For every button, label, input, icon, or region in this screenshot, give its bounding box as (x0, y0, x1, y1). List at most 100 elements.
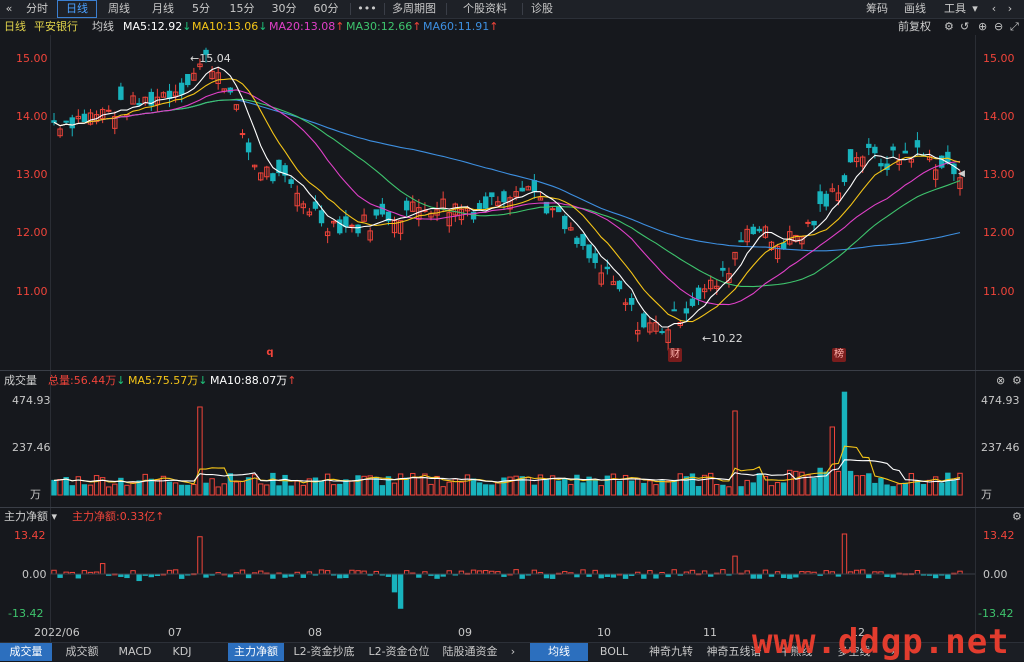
tab-bull-bear[interactable]: 牛熊线 (779, 645, 813, 658)
flow-bar (653, 573, 659, 579)
flow-bar (762, 569, 769, 575)
flow-bar (391, 573, 398, 593)
tab-magic-five[interactable]: 神奇五线谱 (706, 645, 762, 658)
flow-bar (337, 573, 343, 579)
tab-macd[interactable]: MACD (118, 645, 152, 658)
tab-l2-position[interactable]: L2-资金仓位 (368, 645, 430, 658)
candle-body (209, 70, 215, 80)
tab-30min[interactable]: 30分 (271, 2, 297, 15)
tab-5min[interactable]: 5分 (192, 2, 210, 15)
chevron-right-icon[interactable]: › (890, 645, 896, 658)
zoom-in-icon[interactable]: ⊕ (978, 20, 988, 33)
date-tick: 10 (597, 626, 611, 639)
chip-button[interactable]: 筹码 (866, 2, 888, 15)
settings-icon[interactable]: ⚙ (944, 20, 954, 33)
flow-bar (343, 573, 349, 579)
flow-bar (349, 569, 355, 575)
divider (446, 3, 447, 15)
ma30-value: MA30:12.66↑ (346, 20, 422, 33)
chevron-right-icon[interactable]: › (1007, 2, 1013, 15)
volume-bar (507, 476, 513, 496)
flow-bar (671, 569, 677, 575)
candle-body (701, 288, 708, 293)
volume-bar (422, 473, 428, 496)
price-tick: 15.00 (16, 52, 48, 65)
candle-body (707, 279, 714, 290)
volume-bar (349, 480, 355, 496)
flow-bar (99, 563, 106, 575)
gear-icon[interactable]: ⚙ (1012, 374, 1022, 387)
candle-body (446, 212, 452, 227)
candle-body (568, 227, 574, 231)
flow-bar (403, 570, 410, 575)
tab-long-short[interactable]: 多空线 (837, 645, 871, 658)
stock-info-button[interactable]: 个股资料 (463, 2, 507, 15)
candle-body (397, 220, 404, 234)
flow-bar (324, 570, 331, 575)
flow-title[interactable]: 主力净额 ▾ (4, 510, 58, 523)
tab-l2-bottom[interactable]: L2-资金抄底 (293, 645, 355, 658)
volume-bar (853, 475, 860, 496)
flow-bar (853, 569, 860, 575)
gear-icon[interactable]: ⚙ (1012, 510, 1022, 523)
tab-15min[interactable]: 15分 (229, 2, 255, 15)
volume-bar (811, 477, 817, 496)
volume-bar (914, 480, 921, 496)
draw-line-button[interactable]: 画线 (904, 2, 926, 15)
tab-magic-nine[interactable]: 神奇九转 (649, 645, 693, 658)
candle-body (628, 297, 635, 305)
diagnose-button[interactable]: 诊股 (531, 2, 553, 15)
volume-bar (209, 478, 215, 496)
tools-button[interactable]: 工具 (944, 2, 966, 15)
tab-ma[interactable]: 均线 (530, 643, 588, 661)
flow-bar (756, 573, 763, 579)
tab-monthly[interactable]: 月线 (152, 2, 174, 15)
more-periods-button[interactable]: ••• (357, 2, 377, 15)
tab-northbound[interactable]: 陆股通资金 (442, 645, 498, 658)
tab-boll[interactable]: BOLL (599, 645, 629, 658)
tab-turnover[interactable]: 成交额 (65, 645, 99, 658)
chevron-right-icon[interactable]: › (510, 645, 516, 658)
candle-body (817, 191, 823, 205)
multi-period-button[interactable]: 多周期图 (392, 2, 436, 15)
flow-bar (513, 569, 519, 575)
tab-daily[interactable]: 日线 (57, 0, 97, 18)
ranking-marker[interactable]: 榜 (832, 348, 846, 362)
candle-body (239, 133, 246, 136)
tab-volume[interactable]: 成交量 (0, 643, 52, 661)
panel-divider (0, 370, 1024, 371)
adjust-dropdown[interactable]: 前复权 (898, 20, 931, 33)
tab-kdj[interactable]: KDJ (172, 645, 192, 658)
flow-bar (592, 569, 598, 575)
ma-label[interactable]: 均线 (92, 20, 114, 33)
volume-bar (835, 470, 842, 496)
volume-bar (75, 476, 82, 496)
main-flow-chart[interactable] (0, 525, 1024, 625)
flow-header: 主力净额 ▾ 主力净额:0.33亿↑ ⚙ (0, 509, 1024, 525)
candle-body (592, 253, 598, 263)
volume-bar (489, 484, 495, 496)
candle-body (683, 308, 690, 314)
date-tick: 2022/06 (34, 626, 80, 639)
volume-chart[interactable] (0, 390, 1024, 500)
volume-bar (884, 484, 890, 496)
candle-body (197, 63, 203, 68)
volume-bar (172, 482, 179, 496)
flow-bar (787, 573, 793, 579)
event-marker[interactable]: q (266, 347, 274, 358)
candle-body (118, 86, 124, 100)
close-icon[interactable]: ⊗ (996, 374, 1006, 387)
undo-icon[interactable]: ↺ (960, 20, 970, 33)
candlestick-chart[interactable] (0, 35, 1024, 370)
zoom-out-icon[interactable]: ⊖ (994, 20, 1004, 33)
chevron-left-icon[interactable]: ‹ (991, 2, 997, 15)
chevron-down-icon[interactable]: ▾ (972, 2, 978, 15)
tab-weekly[interactable]: 周线 (108, 2, 130, 15)
tab-main-flow[interactable]: 主力净额 (228, 643, 284, 661)
tab-60min[interactable]: 60分 (313, 2, 339, 15)
back-button[interactable]: « (5, 2, 13, 15)
earnings-marker[interactable]: 财 (668, 348, 682, 362)
tab-intraday[interactable]: 分时 (26, 2, 48, 15)
expand-icon[interactable]: ⤢ (1010, 20, 1019, 33)
volume-bar (470, 478, 477, 496)
